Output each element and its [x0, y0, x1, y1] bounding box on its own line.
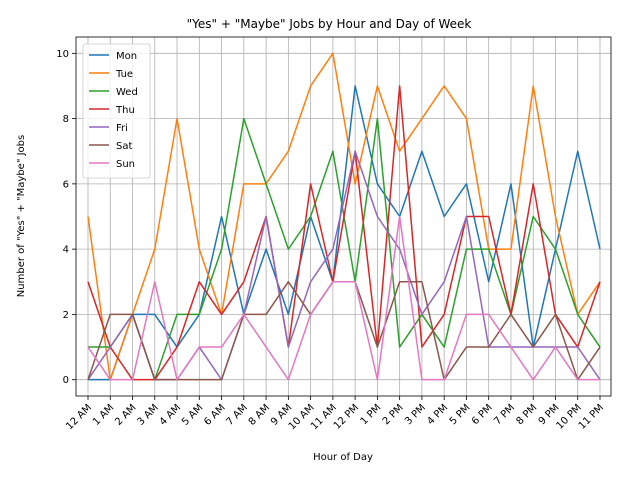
legend-label-mon: Mon: [116, 51, 137, 62]
x-tick-label: 12 AM: [64, 402, 94, 432]
series-line-mon: [88, 85, 601, 381]
legend-label-fri: Fri: [116, 123, 128, 134]
y-axis-label: Number of "Yes" + "Maybe" Jobs: [16, 135, 27, 297]
y-axis-ticks: 0 2 4 6 8 10: [56, 49, 76, 386]
x-tick-label: 1 PM: [359, 402, 384, 427]
series-line-sun: [87, 215, 600, 381]
x-tick-label: 6 AM: [202, 402, 227, 427]
x-tick-label: 2 AM: [113, 402, 138, 427]
x-tick-label: 2 PM: [381, 402, 406, 427]
chart-title: "Yes" + "Maybe" Jobs by Hour and Day of …: [187, 17, 472, 31]
plot-frame: [75, 36, 612, 397]
y-tick-label: 8: [63, 114, 69, 125]
legend-label-sat: Sat: [116, 141, 132, 152]
x-tick-label: 4 AM: [158, 402, 183, 427]
x-tick-label: 8 AM: [247, 402, 272, 427]
x-tick-label: 11 PM: [577, 402, 606, 431]
x-tick-label: 5 AM: [180, 402, 205, 427]
x-axis-label: Hour of Day: [313, 452, 373, 463]
x-axis-ticks: 12 AM1 AM2 AM3 AM4 AM5 AM6 AM7 AM8 AM9 A…: [64, 396, 606, 432]
legend-label-thu: Thu: [115, 105, 135, 116]
series-line-tue: [87, 52, 601, 381]
legend-label-tue: Tue: [115, 69, 133, 80]
legend-label-sun: Sun: [116, 159, 135, 170]
x-tick-label: 3 AM: [135, 402, 160, 427]
x-tick-label: 1 AM: [91, 402, 116, 427]
x-tick-label: 7 PM: [492, 402, 517, 427]
x-tick-label: 3 PM: [403, 402, 428, 427]
x-tick-label: 8 PM: [514, 402, 539, 427]
series-line-thu: [87, 85, 601, 381]
y-tick-label: 10: [56, 49, 69, 60]
legend-label-wed: Wed: [116, 87, 138, 98]
series-layer: [87, 52, 601, 381]
x-tick-label: 6 PM: [470, 402, 495, 427]
y-tick-label: 4: [63, 245, 69, 256]
legend: Mon Tue Wed Thu Fri Sat Sun: [82, 43, 151, 179]
x-tick-label: 5 PM: [448, 402, 473, 427]
y-tick-label: 2: [63, 310, 69, 321]
y-tick-label: 0: [63, 375, 69, 386]
y-tick-label: 6: [63, 179, 69, 190]
x-tick-label: 12 PM: [332, 402, 361, 431]
x-tick-label: 7 AM: [224, 402, 249, 427]
x-tick-label: 4 PM: [425, 402, 450, 427]
